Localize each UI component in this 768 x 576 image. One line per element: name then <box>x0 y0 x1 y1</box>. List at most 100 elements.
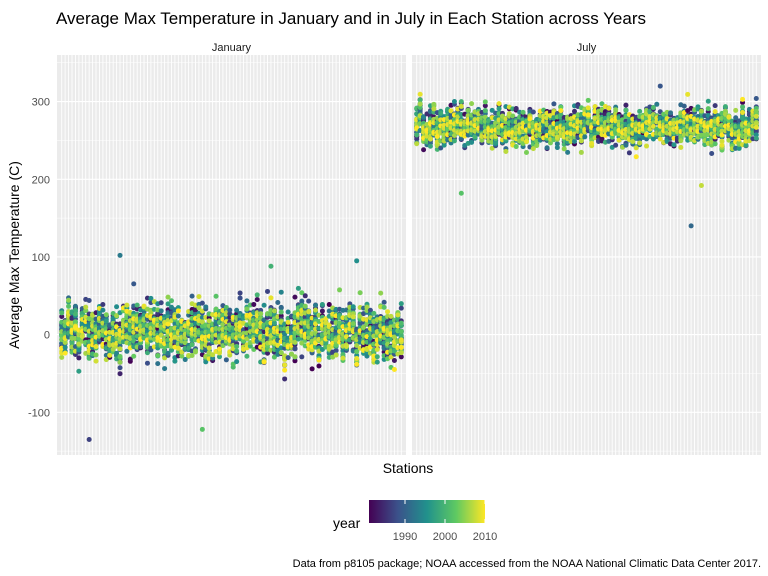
data-point <box>93 344 99 350</box>
data-point <box>117 346 123 352</box>
data-point <box>378 290 384 296</box>
data-point <box>107 352 113 358</box>
facet-january-points <box>59 252 404 442</box>
data-point <box>482 99 488 105</box>
data-point <box>117 359 123 365</box>
data-point <box>278 309 284 315</box>
data-point <box>465 107 471 113</box>
data-point <box>203 359 209 365</box>
data-point <box>530 109 536 115</box>
data-point <box>189 342 195 348</box>
data-point <box>100 307 106 313</box>
chart-title: Average Max Temperature in January and i… <box>56 9 646 28</box>
data-point <box>199 300 205 306</box>
data-point <box>431 101 437 107</box>
data-point <box>585 105 591 111</box>
data-point <box>427 136 433 142</box>
data-point <box>144 360 150 366</box>
data-point <box>295 285 301 291</box>
data-point <box>523 150 529 156</box>
data-point <box>613 142 619 148</box>
data-point <box>585 112 591 118</box>
data-point <box>469 101 475 107</box>
data-point <box>244 353 250 359</box>
data-point <box>182 357 188 363</box>
data-point <box>72 303 78 309</box>
data-point <box>216 350 222 356</box>
data-point <box>678 144 684 150</box>
data-point <box>216 354 222 360</box>
data-point <box>83 304 89 310</box>
data-point <box>86 297 92 303</box>
data-point <box>282 376 288 382</box>
data-point <box>175 313 181 319</box>
data-point <box>319 308 325 314</box>
data-point <box>496 106 502 112</box>
data-point <box>285 309 291 315</box>
data-point <box>158 300 164 306</box>
data-point <box>148 295 154 301</box>
data-point <box>458 103 464 109</box>
data-point <box>62 350 68 356</box>
data-point <box>544 145 550 151</box>
data-point <box>165 321 171 327</box>
facet-july-label: July <box>577 42 597 54</box>
data-point <box>172 358 178 364</box>
data-point <box>76 355 82 361</box>
data-point <box>79 334 85 340</box>
data-point <box>306 308 312 314</box>
data-point <box>265 350 271 356</box>
data-point <box>223 304 229 310</box>
data-point <box>168 347 174 353</box>
data-point <box>316 357 322 363</box>
data-point <box>417 91 423 97</box>
data-point <box>168 298 174 304</box>
data-point <box>162 366 168 372</box>
data-point <box>114 304 120 310</box>
data-point <box>93 358 99 364</box>
data-point <box>254 292 260 298</box>
data-point <box>623 142 629 148</box>
data-point <box>117 353 123 359</box>
data-point <box>182 340 188 346</box>
data-point <box>292 294 298 300</box>
data-point <box>237 290 243 296</box>
data-point <box>496 101 502 107</box>
data-point <box>458 99 464 105</box>
data-point <box>582 134 588 140</box>
data-point <box>299 298 305 304</box>
facet-january-strip <box>57 40 406 55</box>
data-point <box>175 308 181 314</box>
facet-january: January <box>57 40 406 455</box>
data-point <box>131 281 137 287</box>
data-point <box>117 371 123 377</box>
data-point <box>589 141 595 147</box>
data-point <box>227 307 233 313</box>
data-point <box>633 154 639 160</box>
data-point <box>179 353 185 359</box>
data-point <box>302 303 308 309</box>
data-point <box>398 345 404 351</box>
facet-january-panel <box>57 55 406 455</box>
data-point <box>265 288 271 294</box>
data-point <box>282 362 288 368</box>
data-point <box>637 140 643 146</box>
data-point <box>398 305 404 311</box>
data-point <box>124 302 130 308</box>
data-point <box>244 298 250 304</box>
data-point <box>234 343 240 349</box>
data-point <box>206 318 212 324</box>
data-point <box>571 138 577 144</box>
data-point <box>196 294 202 300</box>
data-point <box>350 314 356 320</box>
data-point <box>513 144 519 150</box>
data-point <box>278 289 284 295</box>
data-point <box>292 346 298 352</box>
data-point <box>72 311 78 317</box>
data-point <box>523 138 529 144</box>
data-point <box>626 150 632 156</box>
data-point <box>309 366 315 372</box>
data-point <box>76 347 82 353</box>
facet-july: July <box>412 40 761 455</box>
